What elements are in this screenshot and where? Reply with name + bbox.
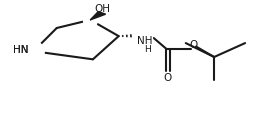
Polygon shape [90, 13, 106, 21]
Text: HN: HN [13, 45, 28, 54]
Text: O: O [164, 72, 172, 82]
Text: NH: NH [137, 36, 152, 46]
Text: H: H [144, 45, 151, 54]
Text: HN: HN [13, 45, 28, 54]
Text: O: O [189, 40, 198, 50]
Text: OH: OH [94, 4, 110, 14]
